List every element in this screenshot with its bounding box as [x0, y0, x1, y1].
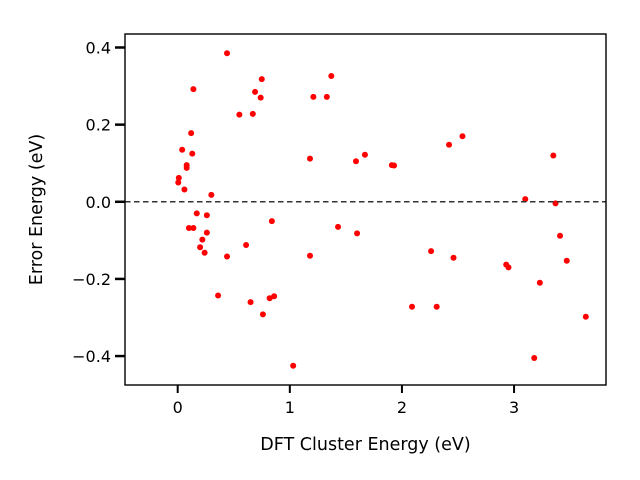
- data-point: [243, 241, 250, 248]
- data-point: [179, 146, 186, 153]
- data-point: [185, 225, 192, 232]
- data-point: [201, 249, 208, 256]
- data-point: [409, 303, 416, 310]
- data-point: [236, 111, 243, 118]
- data-points: [175, 50, 589, 369]
- data-point: [188, 130, 195, 137]
- data-point: [175, 174, 182, 181]
- data-point: [175, 179, 182, 186]
- x-axis-label: DFT Cluster Energy (eV): [260, 435, 470, 455]
- data-point: [550, 152, 557, 159]
- data-point: [249, 110, 256, 117]
- data-point: [199, 236, 206, 243]
- data-point: [190, 86, 197, 93]
- data-point: [271, 293, 278, 300]
- data-point: [522, 196, 529, 203]
- data-point: [323, 93, 330, 100]
- data-point: [310, 93, 317, 100]
- data-point: [189, 150, 196, 157]
- y-tick-label: 0.0: [86, 193, 111, 212]
- data-point: [258, 76, 265, 83]
- x-axis-ticks: 0 1 2 3: [173, 385, 519, 417]
- data-point: [183, 164, 190, 171]
- data-point: [203, 229, 210, 236]
- data-point: [307, 155, 313, 162]
- data-point: [361, 151, 368, 158]
- data-point: [290, 362, 297, 369]
- y-tick-label: 0.2: [86, 116, 111, 135]
- data-point: [459, 133, 466, 140]
- x-tick-label: 2: [397, 398, 407, 417]
- data-point: [252, 88, 259, 95]
- data-point: [335, 223, 342, 230]
- x-tick-label: 3: [509, 398, 519, 417]
- data-point: [268, 218, 275, 225]
- data-point: [446, 141, 453, 148]
- plot-area-frame: [124, 33, 607, 386]
- y-axis-label: Error Energy (eV): [27, 134, 47, 285]
- data-point: [531, 355, 538, 361]
- data-point: [328, 73, 335, 80]
- data-point: [266, 295, 273, 302]
- data-point: [307, 252, 313, 259]
- data-point: [197, 244, 204, 251]
- data-point: [247, 299, 254, 306]
- data-point: [536, 279, 543, 286]
- data-point: [433, 303, 440, 310]
- data-point: [563, 257, 570, 264]
- data-point: [354, 230, 361, 237]
- data-point: [428, 248, 435, 255]
- data-point: [450, 254, 457, 261]
- data-point: [215, 292, 222, 299]
- data-point: [224, 253, 231, 260]
- x-tick-label: 0: [173, 398, 183, 417]
- data-point: [391, 162, 398, 169]
- data-point: [224, 50, 231, 57]
- data-point: [505, 264, 512, 271]
- y-tick-label: −0.4: [72, 347, 111, 366]
- data-point: [557, 232, 564, 239]
- data-point: [203, 212, 210, 219]
- data-point: [259, 311, 266, 318]
- x-tick-label: 1: [285, 398, 295, 417]
- data-point: [193, 210, 200, 217]
- data-point: [190, 225, 197, 232]
- data-point: [208, 191, 215, 198]
- y-tick-label: −0.2: [72, 270, 111, 289]
- data-point: [181, 186, 188, 193]
- y-axis-ticks: −0.4 −0.2 0.0 0.2 0.4: [72, 39, 125, 366]
- data-point: [582, 313, 589, 320]
- data-point: [352, 158, 359, 165]
- data-point: [257, 94, 264, 101]
- y-tick-label: 0.4: [86, 39, 111, 58]
